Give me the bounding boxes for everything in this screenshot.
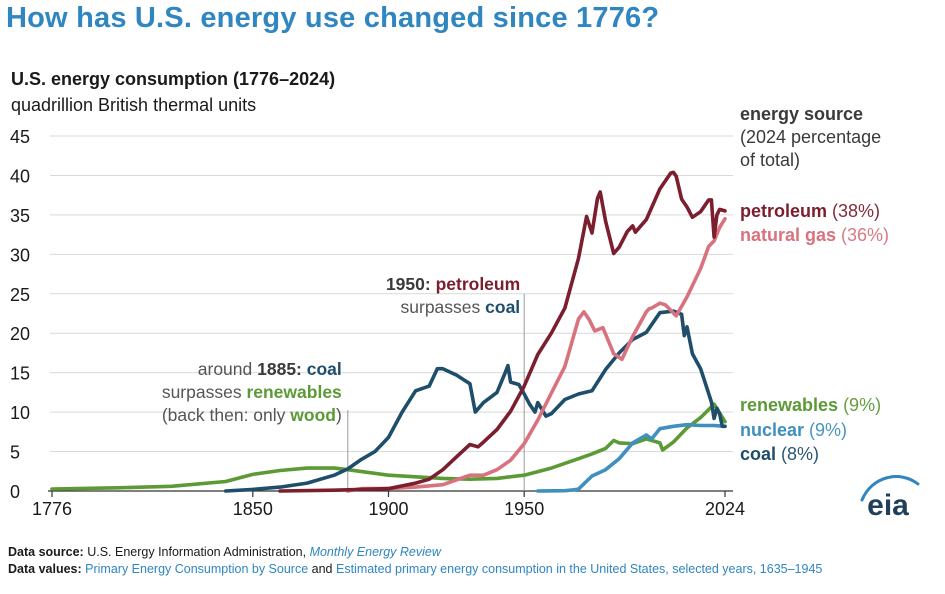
eia-logo-text: eia — [867, 489, 909, 522]
legend-label-natural-gas: natural gas (36%) — [740, 225, 889, 245]
page-headline: How has U.S. energy use changed since 17… — [6, 2, 660, 34]
y-tick-label: 25 — [10, 285, 30, 305]
monthly-energy-review-link[interactable]: Monthly Energy Review — [309, 545, 441, 559]
legend-label-coal: coal (8%) — [740, 444, 819, 464]
y-tick-label: 30 — [10, 245, 30, 265]
legend-label-petroleum: petroleum (38%) — [740, 201, 880, 221]
legend-label-nuclear: nuclear (9%) — [740, 420, 847, 440]
y-tick-label: 5 — [10, 443, 20, 463]
series-line-renewables — [50, 402, 727, 491]
series-line-nuclear — [536, 422, 727, 493]
y-tick-label: 45 — [10, 127, 30, 147]
eia-logo: eia — [860, 475, 920, 522]
eia-logo-arc-icon — [860, 475, 920, 502]
x-tick-label: 1776 — [32, 499, 72, 519]
annotation-1950-line: 1950: petroleum — [386, 274, 520, 294]
series-line-coal — [223, 309, 727, 493]
x-tick-label: 2024 — [705, 499, 745, 519]
y-tick-label: 10 — [10, 403, 30, 423]
and-text: and — [311, 562, 333, 576]
estimated-consumption-link[interactable]: Estimated primary energy consumption in … — [335, 562, 823, 576]
y-tick-label: 15 — [10, 364, 30, 384]
series-line-natural-gas — [346, 217, 727, 493]
y-axis-unit-label: quadrillion British thermal units — [11, 95, 257, 115]
legend-title-line: (2024 percentage — [740, 127, 881, 147]
x-tick-label: 1850 — [233, 499, 273, 519]
annotation-1950-line: surpasses coal — [401, 297, 521, 317]
data-source-line: Data source: U.S. Energy Information Adm… — [8, 545, 441, 559]
x-tick-label: 1950 — [504, 499, 544, 519]
primary-energy-consumption-link[interactable]: Primary Energy Consumption by Source — [85, 562, 309, 576]
annotation-1885-line: surpasses renewables — [162, 382, 342, 402]
data-source-text: U.S. Energy Information Administration, — [87, 545, 307, 559]
data-values-line: Data values: Primary Energy Consumption … — [8, 562, 822, 576]
annotation-1885-line: around 1885: coal — [198, 359, 342, 379]
y-tick-label: 35 — [10, 206, 30, 226]
y-tick-label: 40 — [10, 166, 30, 186]
y-tick-label: 20 — [10, 324, 30, 344]
chart-title: U.S. energy consumption (1776–2024) — [11, 69, 336, 89]
legend-title-line: energy source — [740, 104, 863, 124]
y-tick-label: 0 — [10, 482, 20, 502]
data-source-label: Data source: — [8, 545, 84, 559]
annotation-1885-line: (back then: only wood) — [162, 405, 342, 425]
legend-title-line: of total) — [740, 150, 800, 170]
x-tick-label: 1900 — [368, 499, 408, 519]
series-line-petroleum — [278, 170, 727, 493]
data-values-label: Data values: — [8, 562, 82, 576]
legend-label-renewables: renewables (9%) — [740, 395, 881, 415]
